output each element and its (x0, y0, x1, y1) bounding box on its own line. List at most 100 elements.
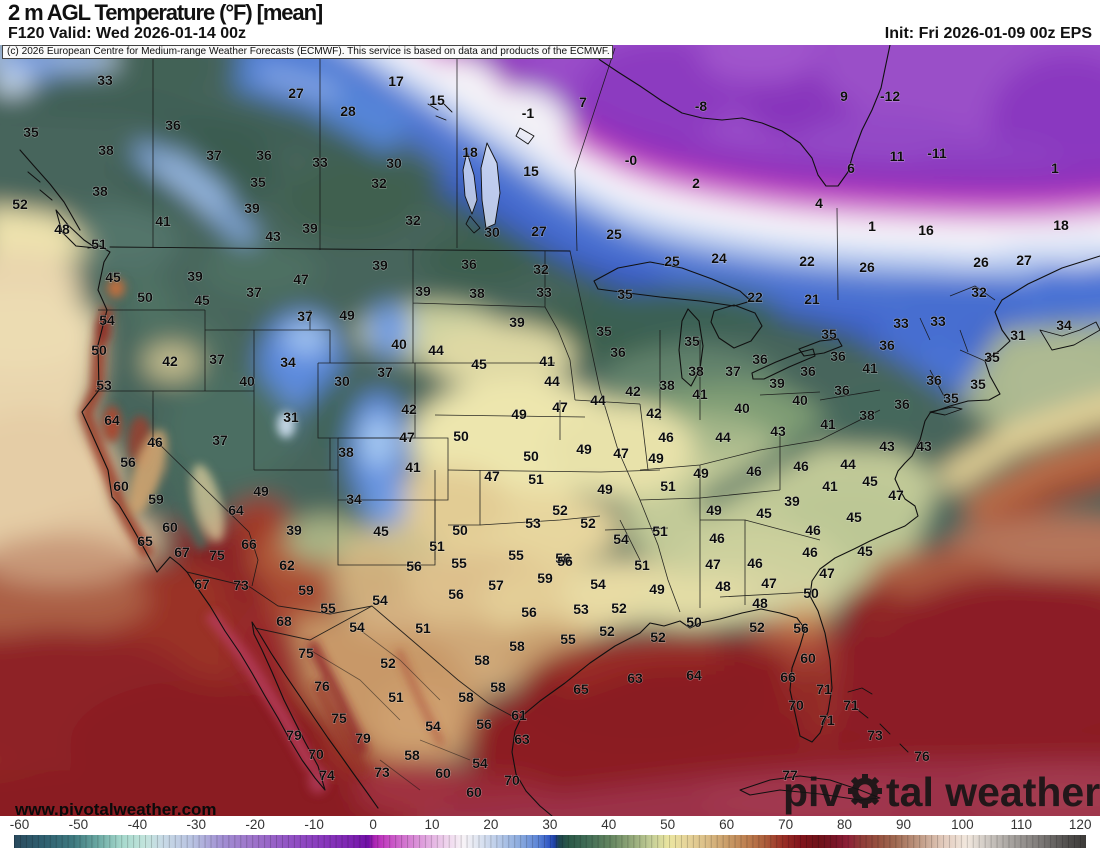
svg-text:51: 51 (429, 538, 445, 554)
svg-text:42: 42 (625, 383, 641, 399)
svg-text:45: 45 (756, 505, 772, 521)
svg-text:36: 36 (834, 382, 850, 398)
svg-text:50: 50 (453, 428, 469, 444)
svg-text:49: 49 (576, 441, 592, 457)
svg-text:54: 54 (472, 755, 488, 771)
svg-text:47: 47 (819, 565, 835, 581)
svg-text:51: 51 (634, 557, 650, 573)
svg-text:42: 42 (646, 405, 662, 421)
svg-text:tal weather: tal weather (886, 769, 1100, 815)
svg-text:56: 56 (120, 454, 136, 470)
svg-text:25: 25 (606, 226, 622, 242)
svg-text:46: 46 (747, 555, 763, 571)
svg-text:36: 36 (830, 348, 846, 364)
svg-text:46: 46 (802, 544, 818, 560)
svg-text:32: 32 (971, 284, 987, 300)
svg-text:46: 46 (658, 429, 674, 445)
svg-text:68: 68 (276, 613, 292, 629)
svg-text:60: 60 (466, 784, 482, 800)
svg-text:36: 36 (879, 337, 895, 353)
svg-text:11: 11 (890, 148, 905, 164)
svg-text:41: 41 (539, 353, 555, 369)
svg-text:41: 41 (822, 478, 838, 494)
svg-text:33: 33 (97, 72, 113, 88)
svg-text:www.pivotalweather.com: www.pivotalweather.com (14, 800, 217, 816)
svg-text:44: 44 (840, 456, 856, 472)
svg-text:30: 30 (386, 155, 402, 171)
svg-text:51: 51 (652, 523, 668, 539)
svg-text:67: 67 (194, 576, 210, 592)
svg-text:41: 41 (155, 213, 171, 229)
svg-text:76: 76 (314, 678, 330, 694)
svg-text:58: 58 (509, 638, 525, 654)
svg-text:44: 44 (428, 342, 444, 358)
svg-text:27: 27 (288, 85, 304, 101)
svg-text:44: 44 (590, 392, 606, 408)
svg-text:22: 22 (747, 289, 763, 305)
svg-text:35: 35 (23, 124, 39, 140)
svg-text:2: 2 (692, 175, 700, 191)
svg-text:43: 43 (265, 228, 281, 244)
svg-text:62: 62 (279, 557, 295, 573)
svg-text:51: 51 (415, 620, 431, 636)
svg-text:39: 39 (286, 522, 302, 538)
svg-text:56: 56 (557, 553, 573, 569)
svg-text:47: 47 (484, 468, 500, 484)
svg-text:58: 58 (490, 679, 506, 695)
svg-text:1: 1 (1051, 160, 1059, 176)
svg-text:49: 49 (648, 450, 664, 466)
svg-text:45: 45 (105, 269, 121, 285)
svg-text:21: 21 (804, 291, 820, 307)
svg-text:54: 54 (613, 531, 629, 547)
svg-text:46: 46 (805, 522, 821, 538)
svg-text:30: 30 (334, 373, 350, 389)
svg-text:65: 65 (573, 681, 589, 697)
svg-text:55: 55 (451, 555, 467, 571)
svg-text:40: 40 (792, 392, 808, 408)
svg-text:54: 54 (99, 312, 115, 328)
svg-text:33: 33 (312, 154, 328, 170)
svg-text:37: 37 (209, 351, 225, 367)
svg-text:22: 22 (799, 253, 815, 269)
svg-text:45: 45 (471, 356, 487, 372)
svg-text:42: 42 (401, 401, 417, 417)
svg-text:38: 38 (688, 363, 704, 379)
svg-text:50: 50 (452, 522, 468, 538)
svg-text:36: 36 (461, 256, 477, 272)
svg-text:66: 66 (780, 669, 796, 685)
svg-text:35: 35 (943, 390, 959, 406)
svg-text:39: 39 (769, 375, 785, 391)
svg-text:52: 52 (552, 502, 568, 518)
svg-text:52: 52 (611, 600, 627, 616)
svg-text:32: 32 (533, 261, 549, 277)
svg-text:piv: piv (783, 769, 842, 815)
svg-text:39: 39 (187, 268, 203, 284)
svg-text:39: 39 (509, 314, 525, 330)
svg-text:49: 49 (693, 465, 709, 481)
svg-text:53: 53 (525, 515, 541, 531)
svg-text:7: 7 (579, 94, 587, 110)
svg-text:39: 39 (372, 257, 388, 273)
svg-text:45: 45 (373, 523, 389, 539)
svg-text:43: 43 (770, 423, 786, 439)
svg-text:35: 35 (617, 286, 633, 302)
svg-text:34: 34 (280, 354, 296, 370)
svg-text:52: 52 (650, 629, 666, 645)
svg-text:4: 4 (815, 195, 823, 211)
svg-text:47: 47 (705, 556, 721, 572)
svg-text:70: 70 (504, 772, 520, 788)
svg-text:50: 50 (91, 342, 107, 358)
svg-text:41: 41 (405, 459, 421, 475)
svg-text:35: 35 (821, 326, 837, 342)
svg-text:63: 63 (514, 731, 530, 747)
svg-text:77: 77 (782, 767, 798, 783)
svg-text:64: 64 (686, 667, 702, 683)
svg-text:51: 51 (660, 478, 676, 494)
svg-text:54: 54 (590, 576, 606, 592)
svg-text:31: 31 (283, 409, 299, 425)
svg-text:47: 47 (761, 575, 777, 591)
svg-text:52: 52 (12, 196, 28, 212)
svg-text:54: 54 (372, 592, 388, 608)
svg-text:52: 52 (380, 655, 396, 671)
svg-text:24: 24 (711, 250, 727, 266)
